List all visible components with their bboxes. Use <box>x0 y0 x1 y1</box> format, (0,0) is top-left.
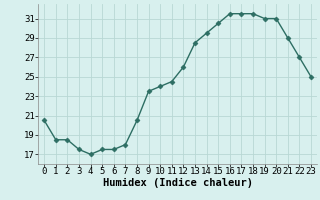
X-axis label: Humidex (Indice chaleur): Humidex (Indice chaleur) <box>103 178 252 188</box>
